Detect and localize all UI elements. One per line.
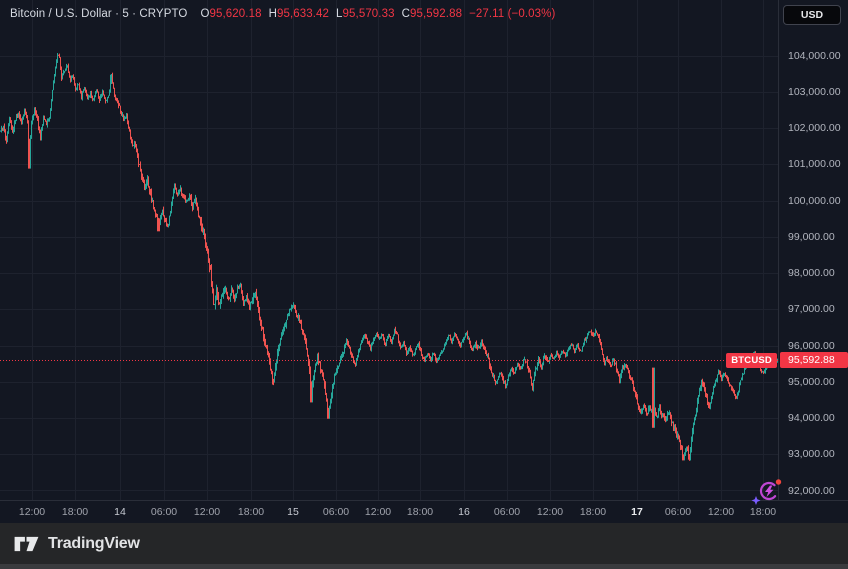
time-tick-label: 18:00 bbox=[61, 506, 89, 518]
symbol-title: Bitcoin / U.S. Dollar · 5 · CRYPTO bbox=[10, 8, 188, 20]
price-change: −27.11 (−0.03%) bbox=[469, 8, 556, 20]
high-value: 95,633.42 bbox=[276, 8, 330, 20]
chart-plot-area[interactable]: Bitcoin / U.S. Dollar · 5 · CRYPTO O95,62… bbox=[0, 0, 782, 505]
time-tick-label: 17 bbox=[631, 506, 643, 518]
chart-canvas[interactable] bbox=[0, 0, 778, 500]
open-label: O bbox=[200, 8, 210, 20]
time-tick-label: 18:00 bbox=[579, 506, 607, 518]
time-tick-label: 12:00 bbox=[193, 506, 221, 518]
time-tick-label: 06:00 bbox=[150, 506, 178, 518]
price-tick-label: 104,000.00 bbox=[788, 49, 841, 62]
price-tick-label: 98,000.00 bbox=[788, 267, 835, 279]
time-tick-label: 12:00 bbox=[364, 506, 392, 518]
time-tick-label: 12:00 bbox=[536, 506, 564, 518]
low-label: L bbox=[336, 8, 343, 20]
price-tick-label: 94,000.00 bbox=[788, 412, 835, 424]
time-tick-label: 16 bbox=[458, 506, 470, 518]
tradingview-logo-text: TradingView bbox=[48, 534, 140, 552]
time-tick-label: 15 bbox=[287, 506, 299, 518]
boost-spark-icon[interactable] bbox=[750, 476, 784, 506]
tradingview-logo-icon bbox=[14, 536, 39, 551]
time-tick-label: 18:00 bbox=[749, 506, 777, 518]
time-tick-label: 06:00 bbox=[664, 506, 692, 518]
time-tick-label: 18:00 bbox=[406, 506, 434, 518]
time-tick-label: 06:00 bbox=[322, 506, 350, 518]
time-tick-label: 06:00 bbox=[493, 506, 521, 518]
price-tick-label: 99,000.00 bbox=[788, 230, 835, 243]
high-label: H bbox=[268, 8, 277, 20]
time-tick-label: 12:00 bbox=[707, 506, 735, 518]
tradingview-logo-link[interactable]: TradingView bbox=[13, 534, 140, 554]
price-tick-label: 97,000.00 bbox=[788, 303, 835, 316]
price-tick-label: 101,000.00 bbox=[788, 158, 841, 171]
close-label: C bbox=[401, 8, 410, 20]
low-value: 95,570.33 bbox=[342, 8, 395, 20]
price-tick-label: 95,000.00 bbox=[788, 375, 835, 388]
open-value: 95,620.18 bbox=[209, 8, 262, 20]
price-axis[interactable]: USD 95,592.88 104,000.00 103,000.00 102,00… bbox=[778, 0, 848, 500]
price-tick-label: 103,000.00 bbox=[788, 85, 841, 98]
price-tick-label: 102,000.00 bbox=[788, 122, 841, 134]
time-axis[interactable]: 12:00 18:00 14 06:00 12:00 18:00 15 06:00 12:00 1… bbox=[0, 500, 848, 523]
last-price-symbol-tag: BTCUSD bbox=[726, 352, 777, 368]
close-value: 95,592.88 bbox=[410, 8, 463, 20]
sparkle-star-icon bbox=[751, 496, 761, 505]
notification-dot bbox=[775, 479, 782, 485]
price-tick-label: 100,000.00 bbox=[788, 194, 841, 207]
time-tick-label: 18:00 bbox=[237, 506, 265, 518]
price-tick-label: 93,000.00 bbox=[788, 448, 835, 461]
time-tick-label: 14 bbox=[114, 506, 126, 518]
currency-toggle-button[interactable]: USD bbox=[783, 5, 841, 25]
price-tick-label: 96,000.00 bbox=[788, 339, 835, 352]
symbol-legend: Bitcoin / U.S. Dollar · 5 · CRYPTO O95,62… bbox=[10, 8, 555, 20]
footer-bar: TradingView bbox=[0, 523, 848, 569]
time-tick-label: 12:00 bbox=[18, 506, 46, 518]
price-tick-label: 92,000.00 bbox=[788, 484, 835, 497]
ohlc-values: O95,620.18 H95,633.42 L95,570.33 C95,592.88 bbox=[193, 8, 462, 20]
lightning-bolt-icon bbox=[765, 485, 774, 497]
last-price-label: 95,592.88 bbox=[780, 352, 848, 369]
